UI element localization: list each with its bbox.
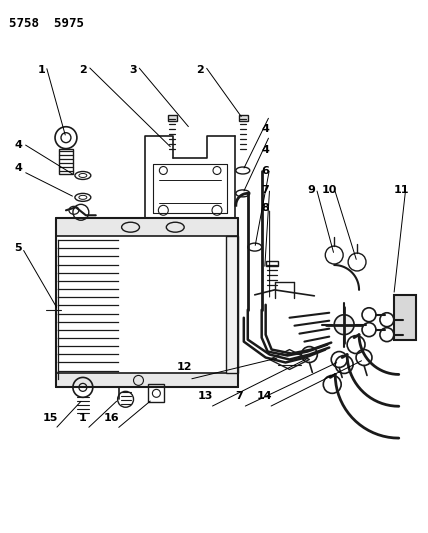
Text: 2: 2 — [79, 66, 87, 75]
Text: 16: 16 — [104, 413, 120, 423]
Text: 1: 1 — [38, 66, 46, 75]
Text: 11: 11 — [393, 184, 409, 195]
Ellipse shape — [79, 196, 87, 199]
Text: 9: 9 — [308, 184, 316, 195]
Bar — [168, 115, 177, 121]
Bar — [59, 149, 73, 174]
Bar — [149, 384, 164, 402]
Text: 5758  5975: 5758 5975 — [9, 17, 84, 30]
Text: 10: 10 — [322, 184, 337, 195]
Bar — [394, 295, 416, 340]
Text: 4: 4 — [15, 140, 22, 150]
Text: 14: 14 — [256, 391, 272, 401]
Text: 4: 4 — [15, 164, 22, 173]
Text: 2: 2 — [196, 66, 204, 75]
Text: 3: 3 — [129, 66, 137, 75]
Bar — [239, 115, 248, 121]
Text: 6: 6 — [261, 166, 269, 176]
Bar — [226, 236, 238, 374]
Ellipse shape — [79, 173, 87, 177]
Text: 4: 4 — [261, 124, 269, 134]
Bar — [56, 218, 238, 236]
Circle shape — [334, 315, 354, 335]
Text: 12: 12 — [176, 362, 192, 372]
Text: 15: 15 — [43, 413, 58, 423]
Text: 5: 5 — [14, 243, 21, 253]
Text: 7: 7 — [235, 391, 243, 401]
Bar — [56, 374, 238, 387]
Text: 8: 8 — [261, 203, 269, 213]
Bar — [266, 261, 278, 266]
Text: 4: 4 — [261, 145, 269, 155]
Text: 7: 7 — [261, 184, 269, 195]
Text: 13: 13 — [198, 391, 213, 401]
Text: 1: 1 — [78, 413, 86, 423]
